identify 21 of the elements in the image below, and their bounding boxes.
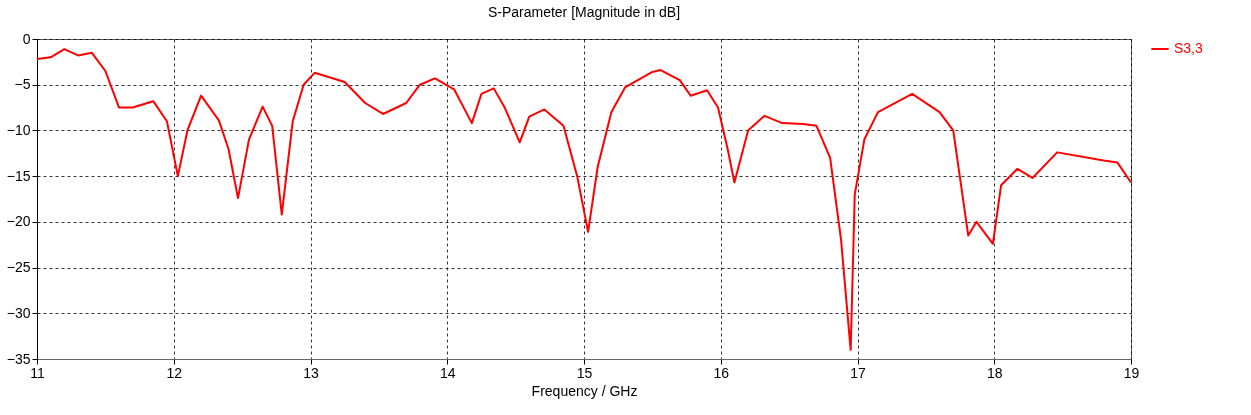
x-tick-label: 18: [986, 364, 1003, 381]
x-tick-label: 13: [303, 364, 319, 381]
y-tick-label: −30: [6, 304, 31, 321]
x-tick-label: 19: [1123, 364, 1140, 381]
x-tick-label: 16: [713, 364, 730, 381]
line-series: [36, 48, 1132, 351]
x-axis-title: Frequency / GHz: [531, 382, 638, 399]
x-tick-label: 15: [576, 364, 593, 381]
x-tick-label: 17: [850, 364, 866, 381]
y-tick-label: −25: [6, 259, 31, 276]
y-tick-label: 0: [22, 30, 31, 47]
y-tick-label: −10: [6, 121, 31, 138]
y-tick-label: −20: [6, 213, 31, 230]
chart-title: S-Parameter [Magnitude in dB]: [487, 4, 681, 20]
x-tick-label: 11: [30, 364, 45, 381]
x-tick-label: 14: [439, 364, 456, 381]
y-tick-label: −15: [6, 167, 31, 184]
y-tick-label: −35: [6, 350, 31, 367]
legend-label: S3,3: [1174, 40, 1204, 56]
y-tick-label: −5: [14, 76, 31, 93]
x-tick-label: 12: [166, 364, 183, 381]
